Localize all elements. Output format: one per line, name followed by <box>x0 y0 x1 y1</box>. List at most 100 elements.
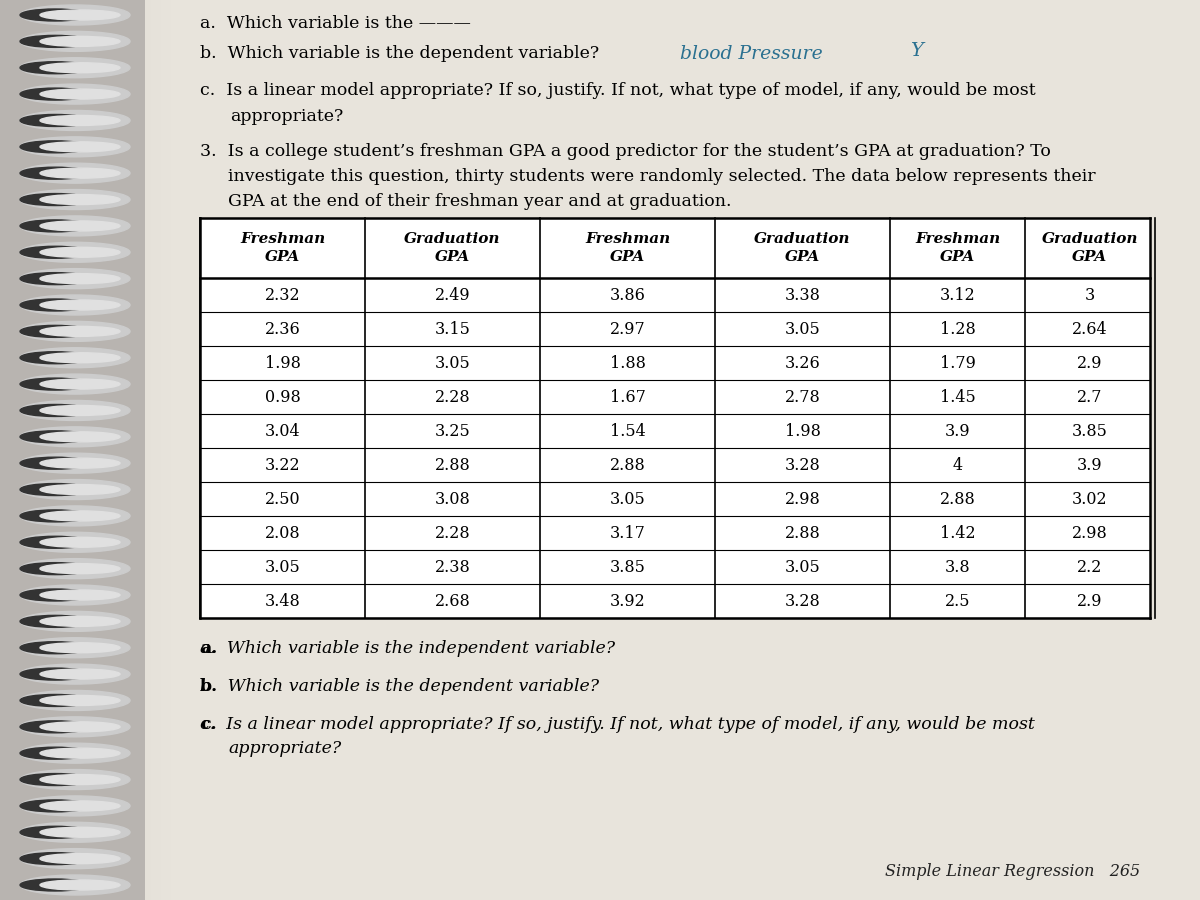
Ellipse shape <box>40 827 120 837</box>
Ellipse shape <box>40 537 120 547</box>
Ellipse shape <box>20 770 130 789</box>
Text: 2.98: 2.98 <box>1072 525 1108 542</box>
Ellipse shape <box>20 796 130 816</box>
Text: 3.9: 3.9 <box>944 422 971 439</box>
Text: Freshman
GPA: Freshman GPA <box>914 232 1000 264</box>
Text: Freshman
GPA: Freshman GPA <box>240 232 325 264</box>
Text: Simple Linear Regression   265: Simple Linear Regression 265 <box>884 863 1140 880</box>
Text: 1.45: 1.45 <box>940 389 976 406</box>
Text: 2.28: 2.28 <box>434 389 470 406</box>
Ellipse shape <box>40 379 120 389</box>
Text: 3.17: 3.17 <box>610 525 646 542</box>
Text: 4: 4 <box>953 456 962 473</box>
Text: 3.02: 3.02 <box>1072 491 1108 508</box>
Text: 3.08: 3.08 <box>434 491 470 508</box>
Ellipse shape <box>20 536 90 548</box>
Ellipse shape <box>20 457 90 469</box>
Text: 2.5: 2.5 <box>944 592 971 609</box>
Text: investigate this question, thirty students were randomly selected. The data belo: investigate this question, thirty studen… <box>228 168 1096 185</box>
Ellipse shape <box>20 5 130 25</box>
Ellipse shape <box>20 668 90 680</box>
Ellipse shape <box>20 84 130 104</box>
Ellipse shape <box>20 823 130 842</box>
Text: 2.7: 2.7 <box>1078 389 1103 406</box>
Ellipse shape <box>20 585 130 605</box>
Ellipse shape <box>40 36 120 47</box>
Text: 3.8: 3.8 <box>944 559 971 575</box>
Text: 1.42: 1.42 <box>940 525 976 542</box>
Text: 3.85: 3.85 <box>1072 422 1108 439</box>
Ellipse shape <box>20 400 130 420</box>
Ellipse shape <box>20 404 90 417</box>
Ellipse shape <box>40 63 120 73</box>
Text: 1.67: 1.67 <box>610 389 646 406</box>
Text: 1.98: 1.98 <box>264 355 300 372</box>
Text: 2.9: 2.9 <box>1078 592 1103 609</box>
Ellipse shape <box>20 140 90 153</box>
Text: 2.88: 2.88 <box>610 456 646 473</box>
Ellipse shape <box>40 563 120 573</box>
Ellipse shape <box>40 248 120 257</box>
Ellipse shape <box>20 216 130 236</box>
Text: 2.88: 2.88 <box>940 491 976 508</box>
Text: 3.05: 3.05 <box>785 320 821 338</box>
Text: 2.98: 2.98 <box>785 491 821 508</box>
Ellipse shape <box>40 484 120 494</box>
Ellipse shape <box>20 773 90 786</box>
Ellipse shape <box>40 616 120 626</box>
Text: 3.05: 3.05 <box>434 355 470 372</box>
Ellipse shape <box>40 748 120 758</box>
Ellipse shape <box>20 852 90 865</box>
Text: 3.26: 3.26 <box>785 355 821 372</box>
Ellipse shape <box>20 743 130 763</box>
Ellipse shape <box>40 880 120 890</box>
Ellipse shape <box>20 88 90 100</box>
Ellipse shape <box>20 562 90 574</box>
Text: 2.50: 2.50 <box>265 491 300 508</box>
Ellipse shape <box>40 696 120 706</box>
Ellipse shape <box>20 849 130 868</box>
Ellipse shape <box>20 35 90 48</box>
Ellipse shape <box>20 690 130 710</box>
Ellipse shape <box>40 801 120 811</box>
Ellipse shape <box>20 242 130 262</box>
Ellipse shape <box>20 273 90 284</box>
Ellipse shape <box>20 638 130 658</box>
Ellipse shape <box>40 168 120 178</box>
Ellipse shape <box>40 458 120 468</box>
Ellipse shape <box>40 300 120 310</box>
Ellipse shape <box>20 480 130 500</box>
Text: appropriate?: appropriate? <box>228 740 341 757</box>
Text: Graduation
GPA: Graduation GPA <box>755 232 851 264</box>
Text: b.  Which variable is the dependent variable?: b. Which variable is the dependent varia… <box>200 678 599 695</box>
Text: 3.15: 3.15 <box>434 320 470 338</box>
Ellipse shape <box>40 194 120 204</box>
Ellipse shape <box>20 589 90 601</box>
Ellipse shape <box>40 853 120 864</box>
Text: a.  Which variable is the independent variable?: a. Which variable is the independent var… <box>200 640 616 657</box>
Ellipse shape <box>20 664 130 684</box>
Ellipse shape <box>20 427 130 446</box>
Text: c.: c. <box>200 716 217 733</box>
Text: b.  Which variable is the dependent variable?: b. Which variable is the dependent varia… <box>200 45 599 62</box>
Text: c.  Is a linear model appropriate? If so, justify. If not, what type of model, i: c. Is a linear model appropriate? If so,… <box>200 82 1036 99</box>
Ellipse shape <box>40 643 120 652</box>
Ellipse shape <box>40 590 120 600</box>
Text: 2.28: 2.28 <box>434 525 470 542</box>
Text: 1.88: 1.88 <box>610 355 646 372</box>
Text: Graduation
GPA: Graduation GPA <box>404 232 500 264</box>
Ellipse shape <box>40 220 120 231</box>
Text: 3.92: 3.92 <box>610 592 646 609</box>
Text: 3.85: 3.85 <box>610 559 646 575</box>
Ellipse shape <box>40 89 120 99</box>
Ellipse shape <box>40 142 120 152</box>
Ellipse shape <box>20 163 130 184</box>
Ellipse shape <box>20 194 90 205</box>
Ellipse shape <box>20 352 90 364</box>
Text: 1.79: 1.79 <box>940 355 976 372</box>
Ellipse shape <box>20 32 130 51</box>
Ellipse shape <box>20 716 130 737</box>
Text: 3.25: 3.25 <box>434 422 470 439</box>
Text: 3.9: 3.9 <box>1078 456 1103 473</box>
Text: 2.64: 2.64 <box>1072 320 1108 338</box>
